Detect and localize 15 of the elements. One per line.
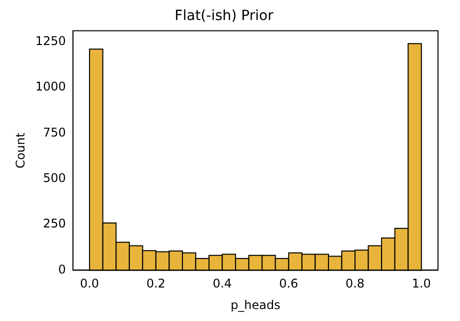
x-axis-title: p_heads [230,298,280,312]
x-tick-label: 0.8 [345,276,365,291]
y-tick-label: 500 [43,170,66,185]
y-tick-label: 1000 [35,80,66,94]
y-tick-label: 0 [58,262,66,276]
y-tick-label: 1250 [35,34,66,48]
x-tick-label: 0.6 [279,276,298,291]
y-tick-label: 250 [43,216,66,231]
x-tick-label: 1.0 [412,276,431,291]
chart-title: Flat(-ish) Prior [174,8,274,24]
y-tick-label: 750 [43,125,66,140]
x-tick-label: 0.0 [80,276,100,291]
x-tick-label: 0.2 [146,276,166,291]
y-axis-title: Count [13,132,28,168]
x-tick-label: 0.4 [212,276,232,291]
